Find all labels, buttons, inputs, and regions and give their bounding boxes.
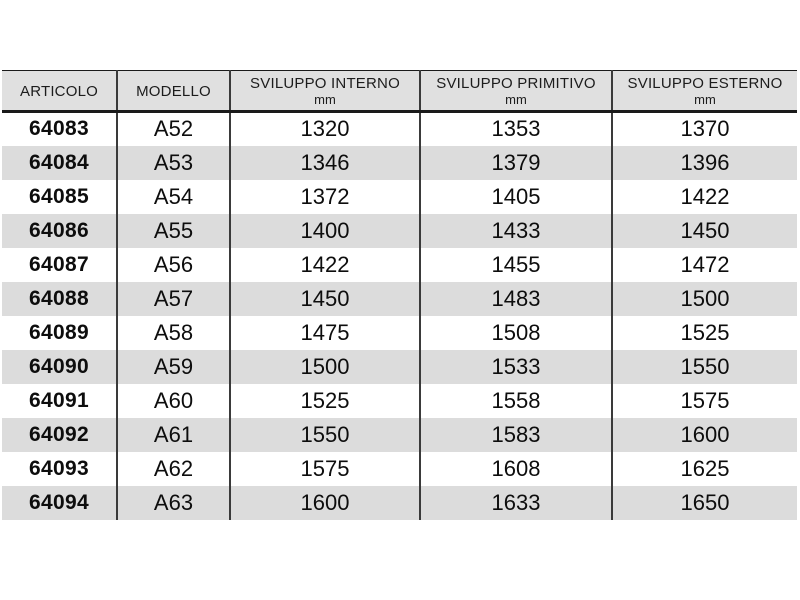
table-row: 64086 A55 1400 1433 1450 [2,213,797,248]
column-header-articolo: ARTICOLO [2,70,117,113]
sviluppo-primitivo-cell: 1455 [419,247,612,282]
modello-cell: A53 [116,145,230,180]
articolo-cell: 64083 [29,117,89,141]
column-header-modello: MODELLO [116,70,230,113]
document-page: ARTICOLO MODELLO SVILUPPO INTERNO mm SVILUPP… [2,70,797,520]
modello-cell: A55 [116,213,230,248]
column-header-sviluppo-interno: SVILUPPO INTERNO mm [229,70,420,113]
table-row: 64085 A54 1372 1405 1422 [2,179,797,214]
column-unit: mm [505,92,527,107]
column-label: MODELLO [136,82,211,100]
sviluppo-interno-cell: 1600 [229,485,420,520]
sviluppo-esterno-cell: 1450 [611,213,797,248]
sviluppo-esterno-cell: 1650 [611,485,797,520]
sviluppo-interno-cell: 1525 [229,383,420,418]
sviluppo-esterno-cell: 1422 [611,179,797,214]
articolo-cell: 64087 [29,252,89,276]
articolo-cell: 64092 [29,422,89,446]
sviluppo-primitivo-cell: 1508 [419,315,612,350]
table-header: ARTICOLO MODELLO SVILUPPO INTERNO mm SVILUPP… [2,70,797,113]
sviluppo-primitivo-cell: 1379 [419,145,612,180]
sviluppo-primitivo-cell: 1533 [419,349,612,384]
articolo-cell: 64090 [29,354,89,378]
column-unit: mm [694,92,716,107]
sviluppo-primitivo-cell: 1405 [419,179,612,214]
articolo-cell: 64091 [29,388,89,412]
sviluppo-interno-cell: 1320 [229,111,420,146]
sviluppo-interno-cell: 1450 [229,281,420,316]
column-label: SVILUPPO INTERNO [250,75,400,92]
table-row: 64094 A63 1600 1633 1650 [2,485,797,520]
table-row: 64088 A57 1450 1483 1500 [2,281,797,316]
sviluppo-esterno-cell: 1370 [611,111,797,146]
articolo-cell: 64093 [29,456,89,480]
product-spec-table: ARTICOLO MODELLO SVILUPPO INTERNO mm SVILUPP… [2,70,797,520]
sviluppo-interno-cell: 1400 [229,213,420,248]
table-row: 64084 A53 1346 1379 1396 [2,145,797,180]
sviluppo-primitivo-cell: 1353 [419,111,612,146]
sviluppo-esterno-cell: 1396 [611,145,797,180]
table-row: 64090 A59 1500 1533 1550 [2,349,797,384]
sviluppo-primitivo-cell: 1483 [419,281,612,316]
sviluppo-esterno-cell: 1550 [611,349,797,384]
table-row: 64092 A61 1550 1583 1600 [2,417,797,452]
modello-cell: A57 [116,281,230,316]
sviluppo-primitivo-cell: 1633 [419,485,612,520]
header-row: ARTICOLO MODELLO SVILUPPO INTERNO mm SVILUPP… [2,70,797,113]
modello-cell: A60 [116,383,230,418]
sviluppo-esterno-cell: 1575 [611,383,797,418]
sviluppo-esterno-cell: 1625 [611,451,797,486]
table-row: 64087 A56 1422 1455 1472 [2,247,797,282]
sviluppo-esterno-cell: 1500 [611,281,797,316]
sviluppo-esterno-cell: 1472 [611,247,797,282]
sviluppo-interno-cell: 1550 [229,417,420,452]
modello-cell: A56 [116,247,230,282]
sviluppo-esterno-cell: 1600 [611,417,797,452]
column-label: SVILUPPO PRIMITIVO [436,75,596,92]
sviluppo-primitivo-cell: 1558 [419,383,612,418]
modello-cell: A59 [116,349,230,384]
table-row: 64089 A58 1475 1508 1525 [2,315,797,350]
column-label: ARTICOLO [19,82,98,100]
sviluppo-interno-cell: 1475 [229,315,420,350]
table-row: 64083 A52 1320 1353 1370 [2,111,797,146]
sviluppo-esterno-cell: 1525 [611,315,797,350]
modello-cell: A52 [116,111,230,146]
sviluppo-interno-cell: 1372 [229,179,420,214]
articolo-cell: 64085 [29,184,89,208]
modello-cell: A63 [116,485,230,520]
table-body: 64083 A52 1320 1353 1370 64084 A53 1346 1379 1396… [2,111,797,520]
modello-cell: A58 [116,315,230,350]
sviluppo-interno-cell: 1422 [229,247,420,282]
articolo-cell: 64089 [29,320,89,344]
column-label: SVILUPPO ESTERNO [627,75,783,92]
table-row: 64091 A60 1525 1558 1575 [2,383,797,418]
sviluppo-interno-cell: 1500 [229,349,420,384]
articolo-cell: 64086 [29,218,89,242]
articolo-cell: 64084 [29,150,89,174]
column-header-sviluppo-esterno: SVILUPPO ESTERNO mm [611,70,797,113]
articolo-cell: 64094 [29,490,89,514]
column-unit: mm [314,92,336,107]
sviluppo-primitivo-cell: 1433 [419,213,612,248]
modello-cell: A61 [116,417,230,452]
modello-cell: A62 [116,451,230,486]
articolo-cell: 64088 [29,286,89,310]
table-row: 64093 A62 1575 1608 1625 [2,451,797,486]
column-header-sviluppo-primitivo: SVILUPPO PRIMITIVO mm [419,70,612,113]
sviluppo-primitivo-cell: 1608 [419,451,612,486]
modello-cell: A54 [116,179,230,214]
sviluppo-interno-cell: 1575 [229,451,420,486]
sviluppo-interno-cell: 1346 [229,145,420,180]
sviluppo-primitivo-cell: 1583 [419,417,612,452]
